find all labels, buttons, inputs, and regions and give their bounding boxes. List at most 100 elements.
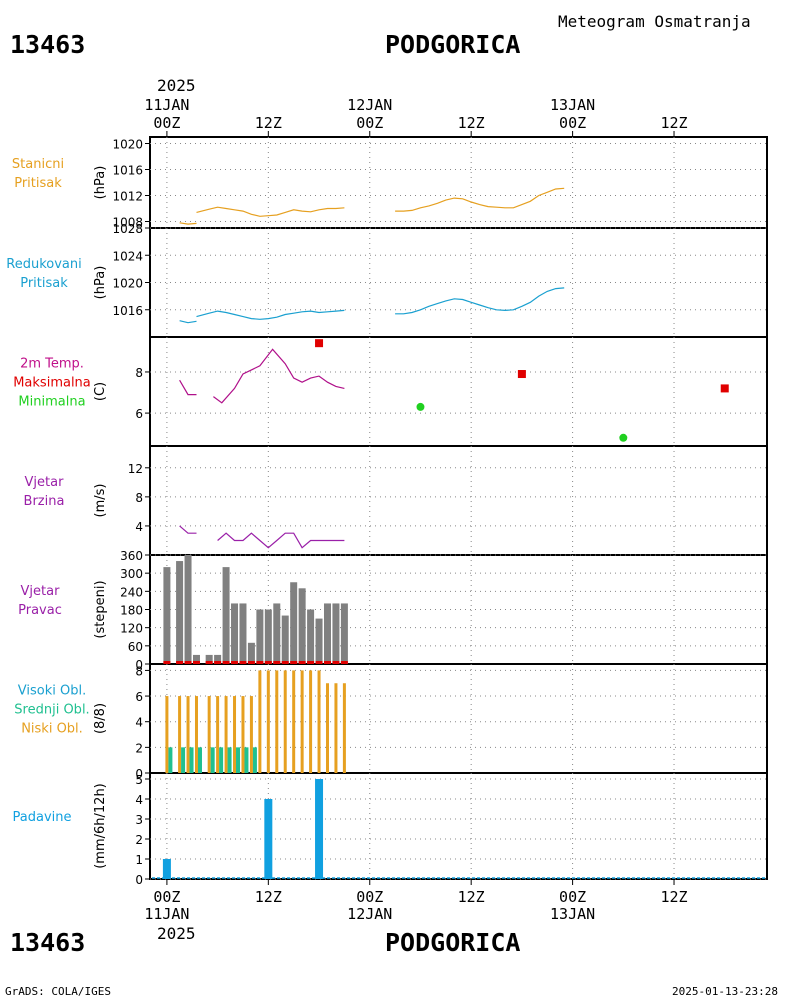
panel-label: Vjetar — [21, 584, 61, 599]
mid-cloud-bar — [227, 747, 232, 773]
wind-calm-marker — [163, 661, 171, 664]
x-tick-label-bottom: 12Z — [458, 888, 485, 906]
y-unit-label: (C) — [93, 382, 108, 401]
panel-frame-wsp — [149, 445, 768, 556]
wind-direction-bar — [315, 618, 323, 664]
y-unit-label: (m/s) — [93, 484, 108, 518]
y-tick-label: 300 — [120, 567, 143, 581]
y-unit-label: (stepeni) — [93, 580, 108, 638]
station-name-bottom: PODGORICA — [385, 928, 521, 957]
y-tick-label: 8 — [135, 366, 143, 380]
low-cloud-bar — [186, 696, 190, 773]
top-year-label: 2025 — [157, 76, 196, 95]
y-unit-label: (8/8) — [93, 703, 108, 734]
wind-calm-marker — [273, 661, 281, 664]
tmax-marker — [720, 384, 729, 393]
wind-direction-bar — [340, 603, 348, 664]
low-cloud-bar — [258, 670, 262, 773]
y-tick-label: 1016 — [112, 304, 143, 318]
chart-subtitle: Meteogram Osmatranja — [558, 12, 751, 31]
temperature-line — [213, 348, 345, 404]
wind-direction-bar — [222, 567, 230, 664]
panel-label: Pritisak — [20, 276, 68, 291]
wind-direction-bar — [290, 582, 298, 664]
low-cloud-bar — [178, 696, 182, 773]
wind-direction-bar — [281, 615, 289, 664]
wind-calm-marker — [192, 661, 200, 664]
y-tick-label: 1016 — [112, 164, 143, 178]
panel-label: Pritisak — [14, 176, 62, 191]
y-tick-label: 1024 — [112, 249, 143, 263]
y-tick-label: 240 — [120, 585, 143, 599]
low-cloud-bar — [241, 696, 245, 773]
y-tick-label: 1028 — [112, 222, 143, 236]
y-tick-label: 0 — [135, 873, 143, 887]
tmax-marker — [315, 339, 324, 348]
panel-label: Vjetar — [25, 475, 65, 490]
x-date-label-bottom: 11JAN — [144, 905, 189, 923]
station-pressure-line — [179, 222, 197, 225]
y-tick-label: 4 — [135, 716, 143, 730]
wind-speed-line — [179, 525, 197, 534]
y-tick-label: 4 — [135, 520, 143, 534]
x-date-label-top: 12JAN — [347, 96, 392, 114]
wind-direction-bar — [247, 642, 255, 664]
low-cloud-bar — [266, 670, 270, 773]
y-tick-label: 1012 — [112, 190, 143, 204]
credit-text: GrADS: COLA/IGES — [5, 985, 111, 998]
low-cloud-bar — [334, 683, 338, 773]
y-tick-label: 1020 — [112, 138, 143, 152]
wind-direction-bar — [264, 609, 272, 664]
wind-direction-bar — [192, 654, 200, 664]
x-tick-label-bottom: 12Z — [660, 888, 687, 906]
y-tick-label: 3 — [135, 813, 143, 827]
wind-calm-marker — [247, 661, 255, 664]
panel-label: Stanicni — [12, 157, 64, 172]
y-tick-label: 5 — [135, 773, 143, 787]
wind-direction-bar — [184, 555, 192, 664]
wind-calm-marker — [239, 661, 247, 664]
low-cloud-bar — [194, 696, 198, 773]
wind-calm-marker — [298, 661, 306, 664]
wind-calm-marker — [264, 661, 272, 664]
wind-direction-bar — [231, 603, 239, 664]
y-tick-label: 1008 — [112, 216, 143, 230]
low-cloud-bar — [275, 670, 279, 773]
low-cloud-bar — [249, 696, 253, 773]
precipitation-bar — [315, 779, 324, 879]
tmin-marker — [619, 433, 628, 442]
panel-label: Visoki Obl. — [18, 684, 86, 699]
wind-calm-marker — [222, 661, 230, 664]
x-date-label-bottom: 13JAN — [550, 905, 595, 923]
wind-calm-marker — [205, 661, 213, 664]
y-tick-label: 2 — [135, 833, 143, 847]
y-tick-label: 180 — [120, 604, 143, 618]
low-cloud-bar — [309, 670, 313, 773]
x-tick-label-top: 12Z — [458, 114, 485, 132]
wind-direction-bar — [323, 603, 331, 664]
y-tick-label: 1020 — [112, 277, 143, 291]
x-tick-label-bottom: 00Z — [356, 888, 383, 906]
station-pressure-line — [395, 187, 565, 212]
precipitation-bar — [162, 859, 171, 879]
panel-label: Srednji Obl. — [14, 703, 89, 718]
y-tick-label: 2 — [135, 741, 143, 755]
panel-label: Pravac — [18, 603, 62, 618]
temperature-line — [179, 379, 197, 396]
wind-direction-bar — [176, 561, 184, 664]
y-unit-label: (hPa) — [93, 166, 108, 200]
low-cloud-bar — [224, 696, 228, 773]
station-id-bottom: 13463 — [10, 928, 86, 957]
wind-calm-marker — [307, 661, 315, 664]
wind-calm-marker — [315, 661, 323, 664]
low-cloud-bar — [317, 670, 321, 773]
wind-calm-marker — [184, 661, 192, 664]
low-cloud-bar — [300, 670, 304, 773]
panel-label: Redukovani — [6, 257, 81, 272]
mid-cloud-bar — [189, 747, 194, 773]
station-name-top: PODGORICA — [385, 30, 521, 59]
x-tick-label-top: 00Z — [559, 114, 586, 132]
wind-direction-bar — [332, 603, 340, 664]
wind-calm-marker — [214, 661, 222, 664]
